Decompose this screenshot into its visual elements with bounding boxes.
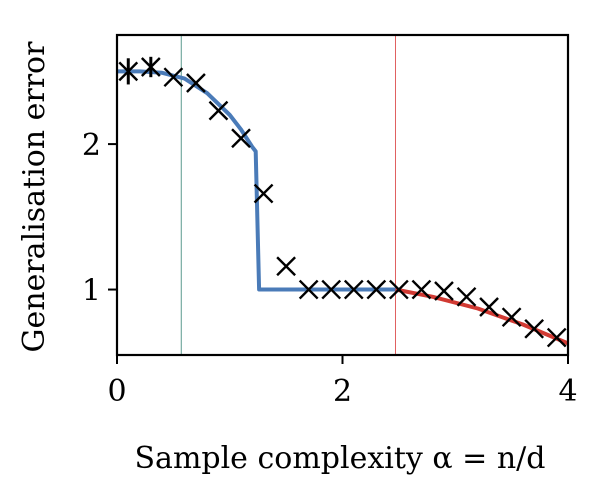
x-tick-label: 0 (107, 374, 126, 409)
x-axis-label: Sample complexity α = n/d (135, 441, 546, 476)
data-point (501, 307, 522, 328)
series-line-0 (117, 69, 396, 292)
marker-stroke (456, 286, 477, 307)
data-point (321, 279, 342, 300)
marker-stroke (479, 297, 499, 317)
data-point (411, 279, 432, 300)
data-point (366, 279, 387, 300)
marker-stroke (366, 279, 387, 300)
x-tick-label: 4 (558, 374, 577, 409)
marker-stroke (298, 279, 319, 300)
marker-stroke (343, 279, 364, 300)
axis-ticks: 0 2 4 1 2 (82, 128, 578, 409)
data-point (253, 183, 274, 204)
data-point (276, 256, 296, 277)
marker-stroke (389, 279, 409, 300)
data-point (456, 286, 477, 307)
x-tick-label: 2 (333, 374, 352, 409)
marker-stroke (208, 100, 229, 121)
data-point (298, 279, 319, 300)
plot-frame (115, 33, 570, 357)
marker-stroke (434, 281, 454, 301)
data-point (140, 56, 161, 78)
marker-stroke (276, 256, 296, 277)
marker-stroke (253, 183, 274, 204)
marker-stroke (501, 307, 522, 328)
marker-stroke (186, 73, 206, 93)
data-point (479, 297, 499, 317)
series-line-1 (395, 287, 569, 346)
y-axis-label: Generalisation error (17, 41, 52, 353)
data-point (208, 100, 229, 121)
data-point (524, 318, 545, 339)
data-point (118, 58, 139, 85)
data-point (186, 73, 206, 93)
data-point (434, 281, 454, 301)
data-point (343, 279, 364, 300)
marker-stroke (231, 128, 251, 149)
data-point (231, 128, 251, 149)
y-tick-label: 2 (82, 128, 101, 163)
plot-content (117, 35, 569, 355)
data-point (546, 327, 567, 348)
marker-stroke (163, 67, 184, 88)
data-point (163, 67, 184, 88)
marker-stroke (411, 279, 432, 300)
marker-stroke (546, 327, 567, 348)
data-point (389, 279, 409, 300)
y-tick-label: 1 (82, 274, 101, 309)
marker-stroke (524, 318, 545, 339)
marker-stroke (321, 279, 342, 300)
